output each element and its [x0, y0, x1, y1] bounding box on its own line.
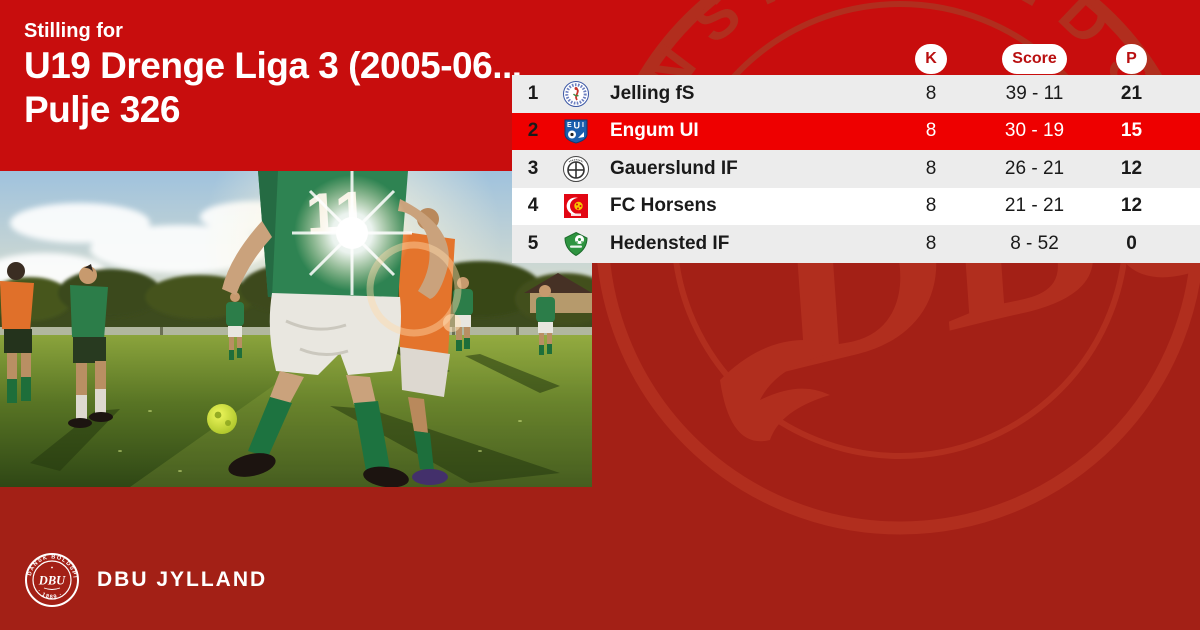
- points-value: 15: [1120, 120, 1143, 142]
- standings-table: K Score P 1 Jelling fS 8 39 - 11 21: [512, 42, 1200, 263]
- matches-value: 8: [925, 232, 937, 254]
- svg-text:E: E: [567, 122, 572, 129]
- matches-value: 8: [925, 82, 937, 104]
- club-name: Hedensted IF: [610, 232, 730, 254]
- club-name: Engum UI: [610, 120, 699, 142]
- score-value: 21 - 21: [1004, 195, 1065, 217]
- photo-left-players: [0, 262, 113, 428]
- matches-value: 8: [925, 157, 937, 179]
- points-value: 21: [1120, 82, 1143, 104]
- pool-title: Pulje 326: [24, 89, 180, 130]
- score-value: 8 - 52: [1010, 232, 1059, 254]
- table-row: 5 Hedensted IF 8 8 - 52 0: [512, 225, 1200, 263]
- svg-text:· 1889 ·: · 1889 ·: [36, 589, 65, 601]
- brand-wordmark: DBU JYLLAND: [97, 568, 268, 591]
- club-logo-hedensted-if: [554, 231, 598, 257]
- score-value: 39 - 11: [1005, 82, 1064, 104]
- column-badge-score: Score: [1002, 43, 1067, 74]
- rank: 5: [527, 232, 539, 254]
- matches-value: 8: [925, 195, 937, 217]
- points-value: 0: [1126, 232, 1137, 254]
- svg-text:I: I: [582, 122, 584, 129]
- column-badge-matches: K: [915, 43, 947, 74]
- points-value: 12: [1120, 157, 1143, 179]
- rank: 4: [527, 195, 539, 217]
- club-logo-jelling-fs: [554, 80, 598, 107]
- club-name: Jelling fS: [610, 82, 695, 104]
- photo-ball: [207, 404, 237, 434]
- table-row: 4 FC Horsens 8 21 - 21 12: [512, 187, 1200, 225]
- footer-brand: DANSK BOLDSPIL UNION · 1889 · DBU DBU JY…: [24, 552, 267, 608]
- crest-year: · 1889 ·: [36, 589, 63, 601]
- column-badge-points: P: [1116, 43, 1147, 74]
- club-name: FC Horsens: [610, 195, 717, 217]
- svg-text:U: U: [574, 121, 581, 131]
- dbu-crest-logo: DANSK BOLDSPIL UNION · 1889 · DBU: [24, 552, 79, 607]
- rank: 1: [527, 82, 539, 104]
- header-eyebrow: Stilling for: [24, 20, 123, 42]
- table-row: 3 Gauerslund IF 8 26 - 21 12: [512, 150, 1200, 188]
- table-header: K Score P: [512, 42, 1200, 75]
- points-value: 12: [1120, 195, 1143, 217]
- rank: 2: [527, 120, 539, 142]
- watermark-wing: [720, 340, 850, 442]
- club-logo-gauerslund-if: [554, 155, 598, 182]
- competition-title: U19 Drenge Liga 3 (2005-06...: [24, 45, 522, 86]
- score-value: 26 - 21: [1004, 157, 1065, 179]
- match-photo: 11: [0, 171, 592, 487]
- club-logo-engum-ui: E U I: [554, 118, 598, 144]
- crest-monogram: DBU: [38, 574, 66, 588]
- club-name: Gauerslund IF: [610, 157, 738, 179]
- score-value: 30 - 19: [1004, 120, 1065, 142]
- table-row-highlighted: 2 E U I Engum UI 8 30 - 19 15: [512, 112, 1200, 150]
- photo-sun-flare: [292, 171, 462, 337]
- matches-value: 8: [925, 120, 937, 142]
- club-logo-fc-horsens: [554, 193, 598, 219]
- rank: 3: [527, 157, 539, 179]
- table-row: 1 Jelling fS 8 39 - 11 21: [512, 75, 1200, 113]
